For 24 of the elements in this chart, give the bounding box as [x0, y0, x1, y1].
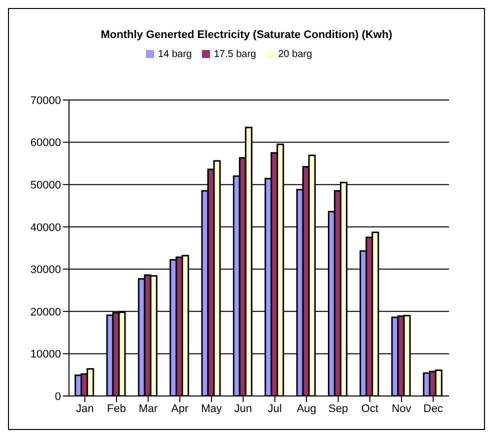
y-tick-label: 0 [54, 390, 61, 403]
x-tick-label: Mar [138, 402, 158, 415]
y-tick-label: 20000 [30, 306, 61, 318]
y-tick-label: 50000 [30, 179, 61, 192]
x-tick-label: Aug [296, 402, 316, 415]
x-tick-label: Feb [107, 402, 126, 415]
y-tick-label: 10000 [30, 348, 61, 361]
x-tick-label: Nov [392, 402, 412, 415]
legend-label: 14 barg [158, 49, 192, 60]
x-tick-label: Sep [328, 402, 348, 415]
y-tick-label: 30000 [30, 264, 61, 276]
legend-label: 20 barg [278, 49, 312, 60]
x-tick-label: May [201, 402, 222, 415]
y-tick-label: 60000 [30, 137, 61, 150]
x-tick-label: Jun [234, 402, 252, 415]
y-tick-label: 70000 [30, 94, 61, 107]
x-tick-label: Apr [171, 402, 189, 415]
legend-label: 17.5 barg [214, 49, 256, 60]
x-tick-label: Oct [361, 402, 378, 415]
chart-title: Monthly Generted Electricity (Saturate Condition) (Kwh) [100, 29, 394, 41]
x-tick-label: Jul [268, 402, 282, 415]
y-tick-label: 40000 [30, 222, 61, 234]
x-tick-label: Dec [423, 402, 444, 415]
x-tick-label: Jan [76, 402, 94, 415]
